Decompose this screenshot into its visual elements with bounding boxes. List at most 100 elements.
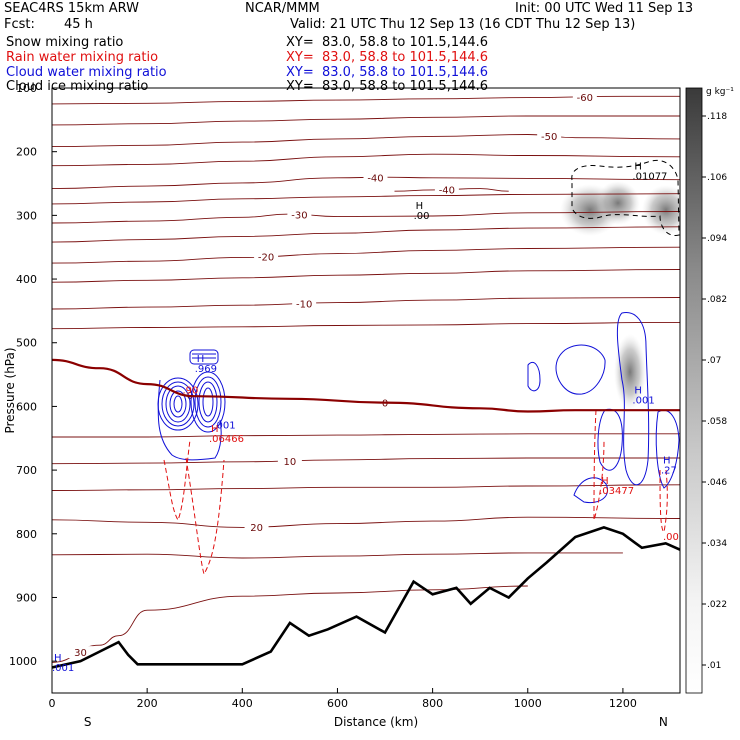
center-name: NCAR/MMM xyxy=(245,1,320,16)
x-axis-label: Distance (km) xyxy=(334,715,418,729)
y-tick-label: 100 xyxy=(16,82,37,95)
y-tick-label: 900 xyxy=(16,591,37,604)
y-tick-label: 400 xyxy=(16,273,37,286)
hydrometeor-contours xyxy=(52,160,680,669)
field-xy: XY= 83.0, 58.8 to 101.5,144.6 xyxy=(286,35,489,50)
temperature-contour-label: -40 xyxy=(367,173,383,184)
temperature-contour xyxy=(52,269,680,283)
temperature-contour xyxy=(52,211,680,224)
x-tick-label: 1200 xyxy=(609,697,637,710)
contour-extremum-value: .01077 xyxy=(632,172,667,183)
temperature-contour-label: 30 xyxy=(74,648,87,659)
temperature-contour-label: -30 xyxy=(291,211,307,222)
colorbar-tick-label: .07 xyxy=(707,356,721,366)
x-tick-label: 0 xyxy=(49,697,56,710)
axes: 0 200 400 600 800 1000 12001002003004005006007… xyxy=(3,82,668,729)
temperature-contour-label: 10 xyxy=(284,457,297,468)
field-name: Cloud ice mixing ratio xyxy=(6,79,149,94)
contour-label-bg xyxy=(68,646,93,659)
init-time: Init: 00 UTC Wed 11 Sep 13 xyxy=(515,1,694,16)
y-tick-label: 1000 xyxy=(9,655,37,668)
contour-extremum-marker: H xyxy=(634,386,642,397)
freezing-level-label: 0 xyxy=(382,399,388,410)
contour-label-bg xyxy=(363,171,388,184)
y-tick-label: 600 xyxy=(16,400,37,413)
x-tick-label: 200 xyxy=(137,697,158,710)
colorbar-tick-label: .034 xyxy=(707,539,727,549)
field-name: Rain water mixing ratio xyxy=(6,50,159,65)
temperature-contour xyxy=(52,321,680,330)
snow-contour xyxy=(571,160,680,237)
contour-extremum-value: .001 xyxy=(52,663,74,674)
contour-extremum-marker: H xyxy=(601,476,609,487)
temperature-contour xyxy=(52,552,623,559)
temperature-contour xyxy=(52,297,680,310)
fcst-value: 45 h xyxy=(64,17,93,32)
colorbar-tick-label: .046 xyxy=(707,478,727,488)
y-tick-label: 800 xyxy=(16,528,37,541)
field-xy: XY= 83.0, 58.8 to 101.5,144.6 xyxy=(286,50,489,65)
contour-extremum-marker: .001 xyxy=(663,532,685,543)
field-name: Cloud water mixing ratio xyxy=(6,65,167,80)
x-tick-label: 600 xyxy=(327,697,348,710)
contour-extremum-marker: H xyxy=(211,424,219,435)
colorbar: g kg⁻¹ .01 .022 .034 .046 .058 .07 .082 .094 .10… xyxy=(685,87,734,694)
fcst-label: Fcst: xyxy=(4,17,35,32)
y-tick-label: 200 xyxy=(16,146,37,159)
contour-label-bg xyxy=(537,129,562,142)
contour-label-bg xyxy=(434,183,459,196)
temperature-contour-label: -70 xyxy=(146,80,162,91)
colorbar-tick-label: .118 xyxy=(707,112,727,122)
contour-extremum-marker: H xyxy=(416,201,424,212)
y-tick-label: 500 xyxy=(16,337,37,350)
contour-extremum-value: .00 xyxy=(414,211,430,222)
contour-label-bg xyxy=(277,454,302,467)
y-tick-label: 700 xyxy=(16,464,37,477)
contour-label-bg xyxy=(244,520,269,533)
colorbar-tick-label: .01 xyxy=(707,661,721,671)
contour-extremum-marker: .001 xyxy=(213,421,235,432)
contour-extremum-value: .03477 xyxy=(599,486,634,497)
temperature-contour xyxy=(52,153,680,167)
end-label-north: N xyxy=(659,715,668,729)
temperature-contour xyxy=(52,115,680,126)
contour-extremum-marker: H xyxy=(197,354,205,365)
freezing-level-contour xyxy=(52,358,680,413)
temperature-contour xyxy=(52,193,680,205)
contour-extremum-value: .001 xyxy=(632,396,654,407)
contour-label-bg xyxy=(254,250,279,263)
colorbar-tick-label: .058 xyxy=(707,417,727,427)
contour-annotations: H.00H.01077H.969H.001H.27H.001.001.90H.0… xyxy=(52,162,685,675)
snow-shading xyxy=(596,181,640,225)
temperature-contour xyxy=(52,484,680,491)
snow-shading xyxy=(642,185,680,235)
temperature-contour-label: -40 xyxy=(439,186,455,197)
model-name: SEAC4RS 15km ARW xyxy=(4,1,140,16)
end-label-south: S xyxy=(84,715,92,729)
contour-extremum-marker: H xyxy=(54,653,62,664)
contour-extremum-value: .27 xyxy=(661,466,677,477)
ice-shading xyxy=(614,334,646,410)
temperature-contour xyxy=(52,457,680,465)
x-tick-label: 1000 xyxy=(514,697,542,710)
colorbar-unit: g kg⁻¹ xyxy=(706,87,734,97)
temperature-contour xyxy=(52,516,680,528)
contour-label-bg xyxy=(572,90,597,103)
temperature-contour xyxy=(52,433,680,438)
rain-water-contours xyxy=(163,409,668,576)
y-tick-label: 300 xyxy=(16,209,37,222)
colorbar-tick-label: .106 xyxy=(707,173,727,183)
contour-label-bg xyxy=(142,88,167,91)
colorbar-ramp xyxy=(685,87,703,694)
contour-extremum-marker: H xyxy=(634,162,642,173)
colorbar-tick-label: .022 xyxy=(707,600,727,610)
contour-extremum-marker: H xyxy=(663,456,671,467)
temperature-contour-label: -20 xyxy=(258,252,274,263)
x-tick-label: 400 xyxy=(232,697,253,710)
temperature-contour-label: -50 xyxy=(541,132,557,143)
field-xy: XY= 83.0, 58.8 to 101.5,144.6 xyxy=(286,65,489,80)
temperature-contour xyxy=(52,226,680,243)
contour-extremum-value: .969 xyxy=(195,364,217,375)
